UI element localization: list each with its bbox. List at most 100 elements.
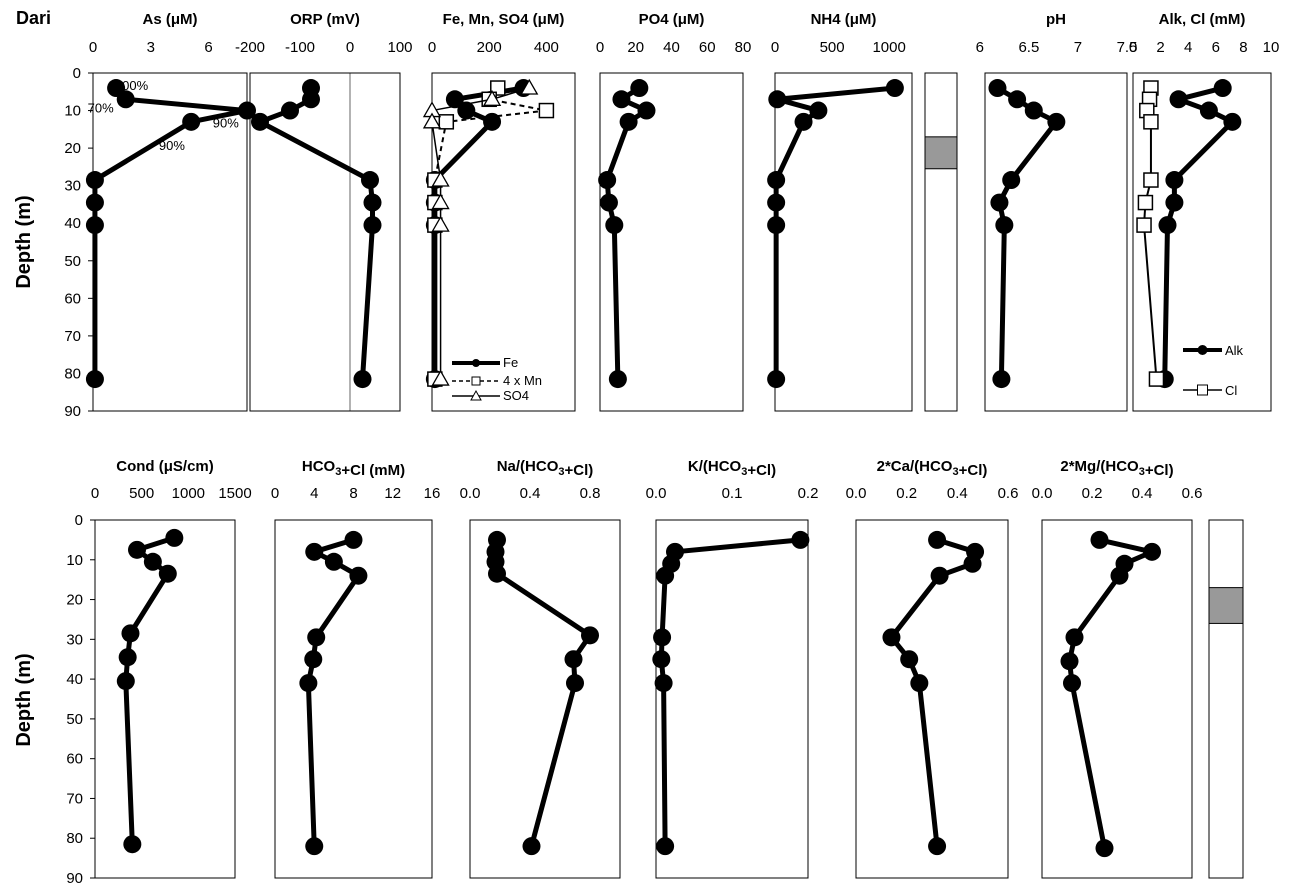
data-point: [928, 837, 947, 856]
panel-frame: [274, 519, 433, 879]
data-point: [438, 114, 455, 130]
data-point: [637, 101, 656, 120]
data-point: [307, 628, 326, 647]
data-point: [767, 171, 786, 190]
data-point: [1090, 530, 1109, 549]
panel-11: K/(HCO3+Cl) 0.0 0.1 0.2: [646, 458, 819, 879]
panel-frame: [94, 519, 236, 879]
panel-3: PO4 (μM) 0 20 40 60 80: [596, 11, 752, 412]
data-point: [767, 193, 786, 212]
panel-8: Cond (μS/cm) 0 500 1000 1500: [91, 458, 252, 879]
y-tick-label: 60: [66, 751, 83, 768]
x-tick-label: 0.2: [798, 485, 819, 502]
y-tick-label: 70: [64, 328, 81, 345]
data-point: [361, 171, 379, 190]
data-point: [431, 170, 450, 187]
data-point: [1199, 101, 1218, 120]
data-point: [1136, 217, 1152, 233]
data-point: [619, 112, 638, 131]
data-point: [363, 193, 382, 212]
y-axis-label: Depth (m): [13, 195, 35, 288]
data-point: [1047, 112, 1066, 131]
x-tick-label: 0.4: [1132, 485, 1153, 502]
legend-label: SO4: [503, 388, 529, 403]
x-tick-label: 0: [771, 39, 779, 56]
data-point: [1223, 112, 1242, 131]
panel-title: 2*Mg/(HCO3+Cl): [1060, 458, 1173, 479]
data-point: [1065, 628, 1084, 647]
x-tick-label: 0: [271, 485, 279, 502]
data-point: [324, 552, 343, 571]
y-tick-label: 90: [64, 403, 81, 420]
data-point: [431, 193, 450, 210]
data-point: [598, 171, 617, 190]
data-point: [791, 530, 810, 549]
x-tick-label: 6: [1212, 39, 1220, 56]
panel-7: Alk, Cl (mM) 0 2 4 6 8 10 Alk Cl: [1129, 11, 1280, 412]
data-point: [165, 528, 184, 547]
data-point: [299, 674, 318, 693]
panel-title: NH4 (μM): [811, 11, 877, 28]
data-point: [652, 650, 671, 669]
x-tick-label: 0.4: [520, 485, 541, 502]
data-point: [608, 370, 627, 389]
data-point: [431, 215, 450, 232]
legend-marker: [470, 389, 482, 401]
data-point: [1060, 652, 1079, 671]
data-point: [457, 101, 476, 120]
data-point: [656, 837, 675, 856]
data-point: [118, 648, 137, 667]
x-tick-label: 4: [310, 485, 318, 502]
annotation: 90%: [213, 115, 239, 130]
x-tick-label: 7: [1074, 39, 1082, 56]
data-point: [85, 171, 104, 190]
panel-title: PO4 (μM): [639, 11, 705, 28]
legend-marker: [471, 376, 481, 386]
annotation: 70%: [88, 100, 114, 115]
series-line: [1162, 85, 1235, 380]
panel-frame: [924, 72, 958, 412]
y-tick-label: 90: [66, 870, 83, 884]
x-tick-label: 0.1: [722, 485, 743, 502]
x-tick-label: 0.0: [646, 485, 667, 502]
series-line: [123, 535, 176, 845]
data-point: [1008, 90, 1027, 109]
x-tick-label: 1500: [218, 485, 251, 502]
y-tick-label: 80: [66, 830, 83, 847]
data-point: [85, 193, 104, 212]
series-line: [432, 85, 524, 380]
panel-title: Na/(HCO3+Cl): [497, 458, 594, 479]
data-point: [349, 566, 368, 585]
y-tick-label: 10: [64, 103, 81, 120]
data-point: [353, 370, 372, 389]
data-point: [995, 216, 1014, 235]
panel-10: Na/(HCO3+Cl) 0.0 0.4 0.8: [460, 458, 621, 879]
data-point: [116, 90, 135, 109]
x-tick-label: 0: [91, 485, 99, 502]
data-point: [992, 370, 1011, 389]
panel-frame: [469, 519, 621, 879]
x-tick-label: 16: [424, 485, 441, 502]
x-tick-label: 3: [147, 39, 155, 56]
series-line: [658, 537, 801, 847]
x-tick-label: 80: [735, 39, 752, 56]
data-point: [767, 216, 786, 235]
legend-label: Alk: [1225, 343, 1244, 358]
data-point: [482, 89, 502, 106]
data-point: [1148, 371, 1165, 387]
data-point: [143, 552, 162, 571]
x-tick-label: 0.0: [846, 485, 867, 502]
legend-marker: [1197, 384, 1208, 396]
y-tick-label: 40: [64, 215, 81, 232]
data-point: [1024, 101, 1043, 120]
x-tick-label: 0.2: [1082, 485, 1103, 502]
y-tick-label: 0: [75, 512, 83, 529]
data-point: [564, 650, 583, 669]
x-tick-label: 400: [534, 39, 559, 56]
data-point: [445, 90, 464, 109]
data-point: [809, 101, 828, 120]
panel-frame: [655, 519, 809, 879]
panel-title: K/(HCO3+Cl): [688, 458, 776, 479]
x-tick-label: 10: [1263, 39, 1280, 56]
